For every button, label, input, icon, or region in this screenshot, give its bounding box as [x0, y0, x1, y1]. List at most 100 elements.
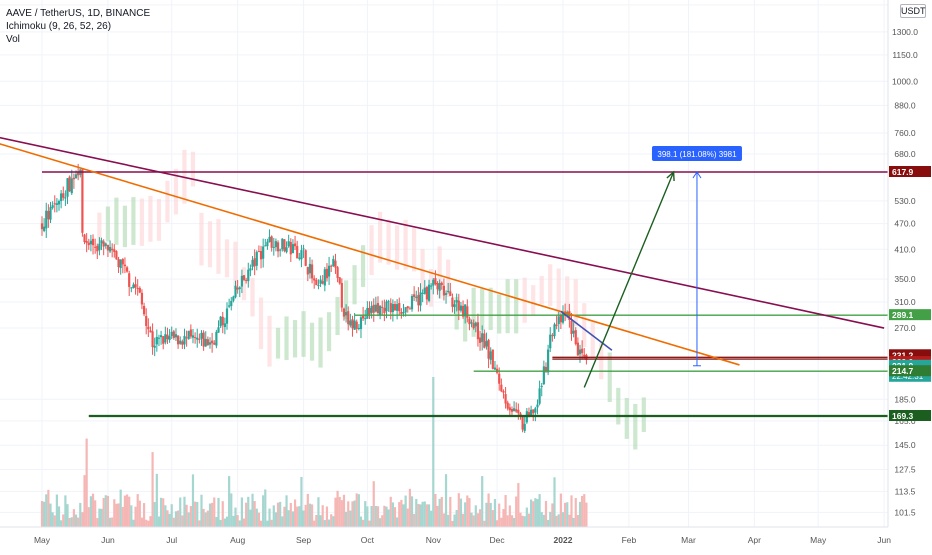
candle[interactable]	[291, 244, 295, 254]
candle[interactable]	[442, 285, 446, 296]
candle[interactable]	[536, 404, 539, 408]
candle[interactable]	[549, 334, 552, 349]
candle[interactable]	[319, 279, 322, 284]
candle[interactable]	[551, 335, 554, 337]
candle[interactable]	[425, 287, 429, 300]
candle[interactable]	[170, 331, 173, 336]
candle[interactable]	[532, 409, 535, 414]
candle[interactable]	[98, 243, 101, 251]
candle[interactable]	[87, 242, 90, 246]
candle[interactable]	[415, 296, 418, 299]
candle[interactable]	[174, 334, 178, 338]
candle[interactable]	[159, 335, 163, 338]
candle[interactable]	[83, 234, 86, 242]
candle[interactable]	[162, 336, 165, 344]
candle[interactable]	[338, 277, 341, 284]
candle[interactable]	[123, 264, 127, 267]
candle[interactable]	[515, 409, 518, 412]
candle[interactable]	[142, 306, 146, 315]
candle[interactable]	[60, 193, 63, 202]
candle[interactable]	[155, 336, 158, 345]
candle[interactable]	[508, 407, 511, 411]
candle[interactable]	[483, 333, 486, 348]
candle[interactable]	[276, 242, 280, 252]
candle[interactable]	[417, 294, 420, 306]
candle[interactable]	[353, 320, 356, 330]
candle[interactable]	[108, 246, 112, 252]
price-tag[interactable]	[889, 166, 931, 177]
candle[interactable]	[223, 323, 226, 328]
candle[interactable]	[253, 258, 256, 267]
candle[interactable]	[400, 311, 403, 314]
candle[interactable]	[449, 291, 452, 296]
candle[interactable]	[191, 335, 195, 338]
candle[interactable]	[242, 275, 246, 280]
candle[interactable]	[236, 287, 239, 290]
candle[interactable]	[355, 321, 358, 329]
candle[interactable]	[132, 284, 135, 289]
candle[interactable]	[57, 201, 61, 205]
candle[interactable]	[293, 243, 297, 247]
candle[interactable]	[45, 210, 48, 229]
candle[interactable]	[249, 268, 252, 271]
candle[interactable]	[481, 333, 484, 342]
candle[interactable]	[232, 296, 235, 301]
candle[interactable]	[264, 245, 267, 247]
candle[interactable]	[289, 242, 292, 255]
candle[interactable]	[470, 322, 473, 324]
candle[interactable]	[259, 250, 263, 260]
candle[interactable]	[187, 330, 190, 339]
candle[interactable]	[176, 335, 180, 345]
candle[interactable]	[523, 423, 526, 431]
candle[interactable]	[557, 316, 560, 325]
candle[interactable]	[147, 326, 150, 330]
candle[interactable]	[119, 259, 122, 269]
candle[interactable]	[172, 331, 175, 338]
candle[interactable]	[430, 285, 433, 287]
candle[interactable]	[510, 408, 514, 412]
candle[interactable]	[287, 241, 290, 247]
measure-label-box[interactable]	[651, 146, 742, 161]
candle[interactable]	[96, 245, 99, 252]
candle[interactable]	[272, 246, 275, 248]
candle[interactable]	[459, 305, 463, 311]
candle[interactable]	[219, 316, 222, 327]
candle[interactable]	[313, 278, 316, 281]
candle[interactable]	[113, 249, 116, 253]
candle[interactable]	[51, 205, 54, 208]
candle[interactable]	[344, 312, 348, 316]
candle[interactable]	[317, 285, 320, 287]
candle[interactable]	[472, 323, 475, 329]
candle[interactable]	[183, 335, 186, 345]
candle[interactable]	[68, 176, 71, 192]
candle[interactable]	[504, 394, 507, 404]
candle[interactable]	[555, 324, 558, 326]
candle[interactable]	[374, 304, 377, 312]
candle[interactable]	[574, 330, 577, 345]
candle[interactable]	[94, 246, 97, 248]
candle[interactable]	[559, 315, 562, 323]
candle[interactable]	[393, 304, 397, 311]
candle[interactable]	[438, 283, 441, 291]
candle[interactable]	[266, 241, 269, 247]
candle[interactable]	[583, 354, 586, 357]
candle[interactable]	[196, 337, 199, 340]
candle[interactable]	[247, 269, 250, 282]
candle[interactable]	[304, 250, 307, 266]
candle[interactable]	[145, 315, 148, 326]
candle[interactable]	[179, 340, 182, 344]
candle[interactable]	[106, 244, 110, 251]
candle[interactable]	[576, 342, 579, 356]
candle[interactable]	[66, 178, 69, 197]
candle[interactable]	[302, 248, 305, 250]
candle[interactable]	[81, 169, 84, 233]
candle[interactable]	[474, 322, 477, 327]
candle[interactable]	[572, 330, 575, 334]
candle[interactable]	[323, 269, 326, 286]
candle[interactable]	[334, 260, 337, 268]
candle[interactable]	[336, 267, 339, 278]
candle[interactable]	[404, 307, 407, 313]
candle[interactable]	[387, 301, 390, 303]
